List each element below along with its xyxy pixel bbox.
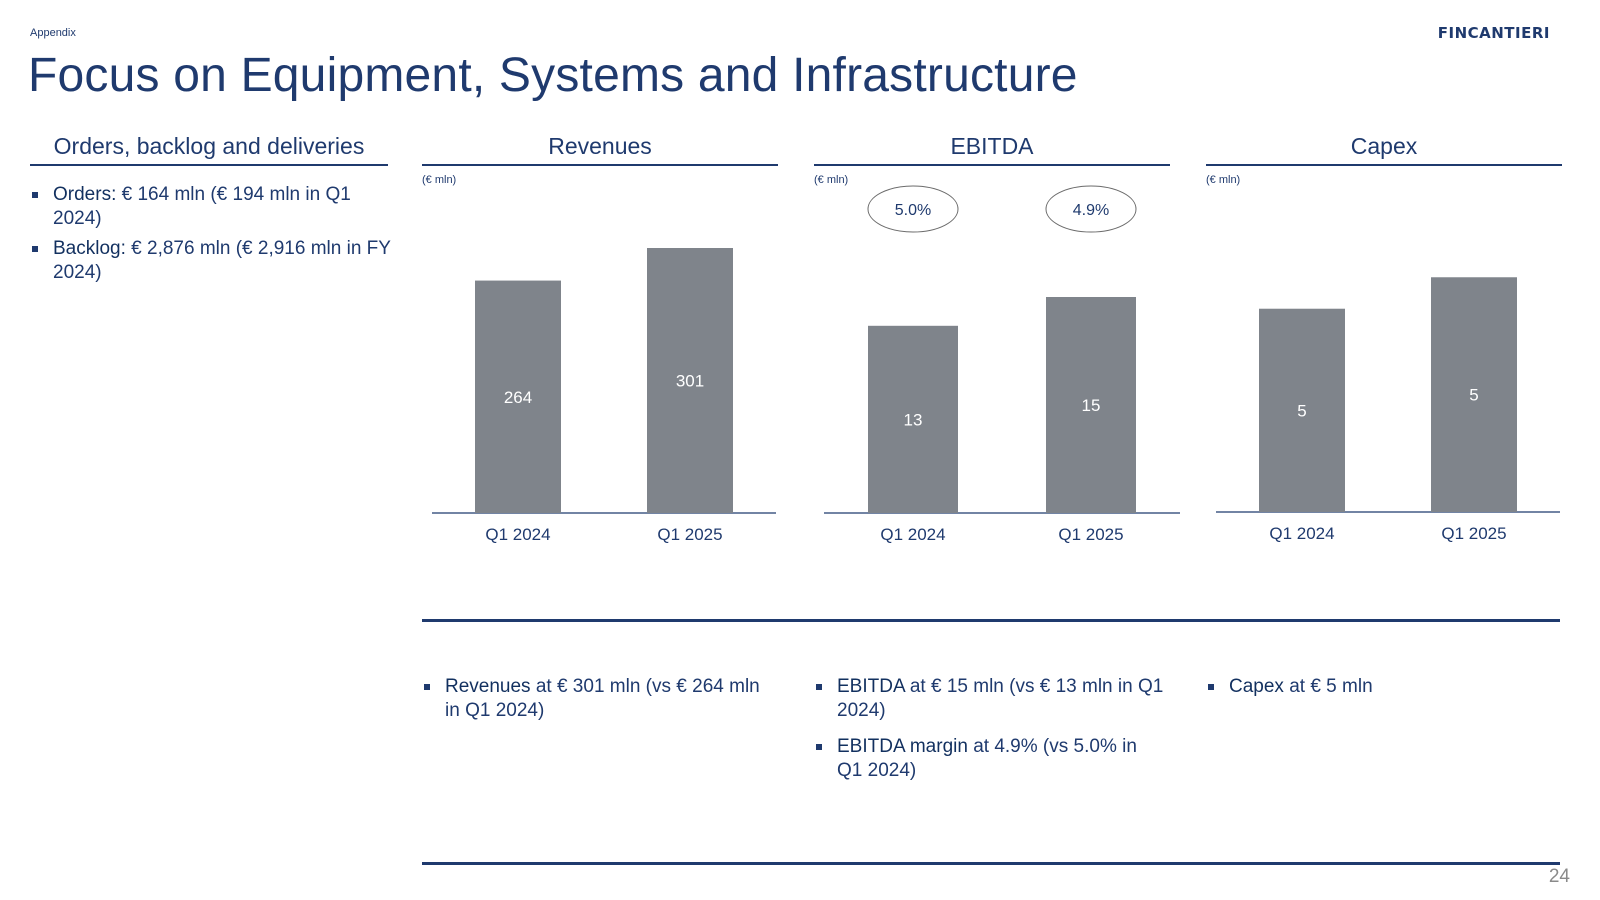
ebitda-comment-bullet: EBITDA at € 15 mln (vs € 13 mln in Q1 20… [814,675,1164,723]
ebitda-margin-label: 4.9% [1073,202,1109,219]
bullet-text: € 2,876 mln (€ 2,916 mln in FY 2024) [53,238,391,283]
revenues-commentary: Revenues at € 301 mln (vs € 264 mln in Q… [422,675,762,729]
orders-bullet-list: Orders: € 164 mln (€ 194 mln in Q1 2024)… [30,183,392,291]
revenues-comment-bullet: Revenues at € 301 mln (vs € 264 mln in Q… [422,675,762,723]
divider-top [422,619,1560,622]
revenues-value-label: 301 [676,372,704,391]
revenues-category-label: Q1 2024 [485,525,550,544]
ebitda-value-label: 15 [1082,396,1101,415]
page-title: Focus on Equipment, Systems and Infrastr… [28,49,1078,102]
capex-value-label: 5 [1297,401,1306,420]
revenues-category-label: Q1 2025 [657,525,722,544]
section-label: Appendix [30,27,76,39]
bullet-text: at € 301 mln (vs € 264 mln in Q1 2024) [445,676,760,721]
fincantieri-logo: FINCANTIERI [1437,24,1550,42]
ebitda-margin-label: 5.0% [895,202,931,219]
revenues-heading: Revenues [422,128,778,166]
capex-value-label: 5 [1469,386,1478,405]
revenues-bar [475,280,561,513]
capex-heading: Capex [1206,128,1562,166]
capex-category-label: Q1 2024 [1269,524,1334,543]
bullet-text: at 4.9% (vs 5.0% in Q1 2024) [837,736,1137,781]
capex-commentary: Capex at € 5 mln [1206,675,1546,705]
ebitda-margin-comment-bullet: EBITDA margin at 4.9% (vs 5.0% in Q1 202… [814,735,1164,783]
bullet-keyword: Revenues [445,676,531,697]
bullet-text: € 164 mln (€ 194 mln in Q1 2024) [53,184,351,229]
capex-category-label: Q1 2025 [1441,524,1506,543]
bullet-keyword: EBITDA [837,676,905,697]
capex-bar [1431,277,1517,512]
bullet-keyword: Capex [1229,676,1284,697]
ebitda-bar [1046,297,1136,513]
revenues-value-label: 264 [504,388,532,407]
ebitda-commentary: EBITDA at € 15 mln (vs € 13 mln in Q1 20… [814,675,1164,789]
capex-bar [1259,308,1345,512]
orders-bullet: Orders: € 164 mln (€ 194 mln in Q1 2024) [30,183,392,231]
bullet-text: at € 5 mln [1283,676,1373,697]
bar-charts: 264 Q1 2024 301 Q1 2025 13 Q1 2024 5.0% 15 Q1 20… [432,185,1560,544]
ebitda-margin-ellipse [867,185,959,233]
bullet-keyword: Backlog: [53,238,126,259]
backlog-bullet: Backlog: € 2,876 mln (€ 2,916 mln in FY … [30,237,392,285]
orders-heading: Orders, backlog and deliveries [30,128,388,166]
ebitda-value-label: 13 [904,410,923,429]
capex-unit: (€ mln) [1206,174,1241,186]
ebitda-heading: EBITDA [814,128,1170,166]
divider-bottom [422,862,1560,865]
ebitda-unit: (€ mln) [814,174,849,186]
revenues-bar [647,248,733,513]
bullet-text: at € 15 mln (vs € 13 mln in Q1 2024) [837,676,1164,721]
ebitda-category-label: Q1 2024 [880,525,945,544]
revenues-unit: (€ mln) [422,174,457,186]
bullet-keyword: Orders: [53,184,117,205]
capex-comment-bullet: Capex at € 5 mln [1206,675,1546,699]
page-number: 24 [1548,866,1570,887]
ebitda-bar [868,325,958,513]
bullet-keyword: EBITDA margin [837,736,968,757]
ebitda-category-label: Q1 2025 [1058,525,1123,544]
ebitda-margin-ellipse [1045,185,1137,233]
